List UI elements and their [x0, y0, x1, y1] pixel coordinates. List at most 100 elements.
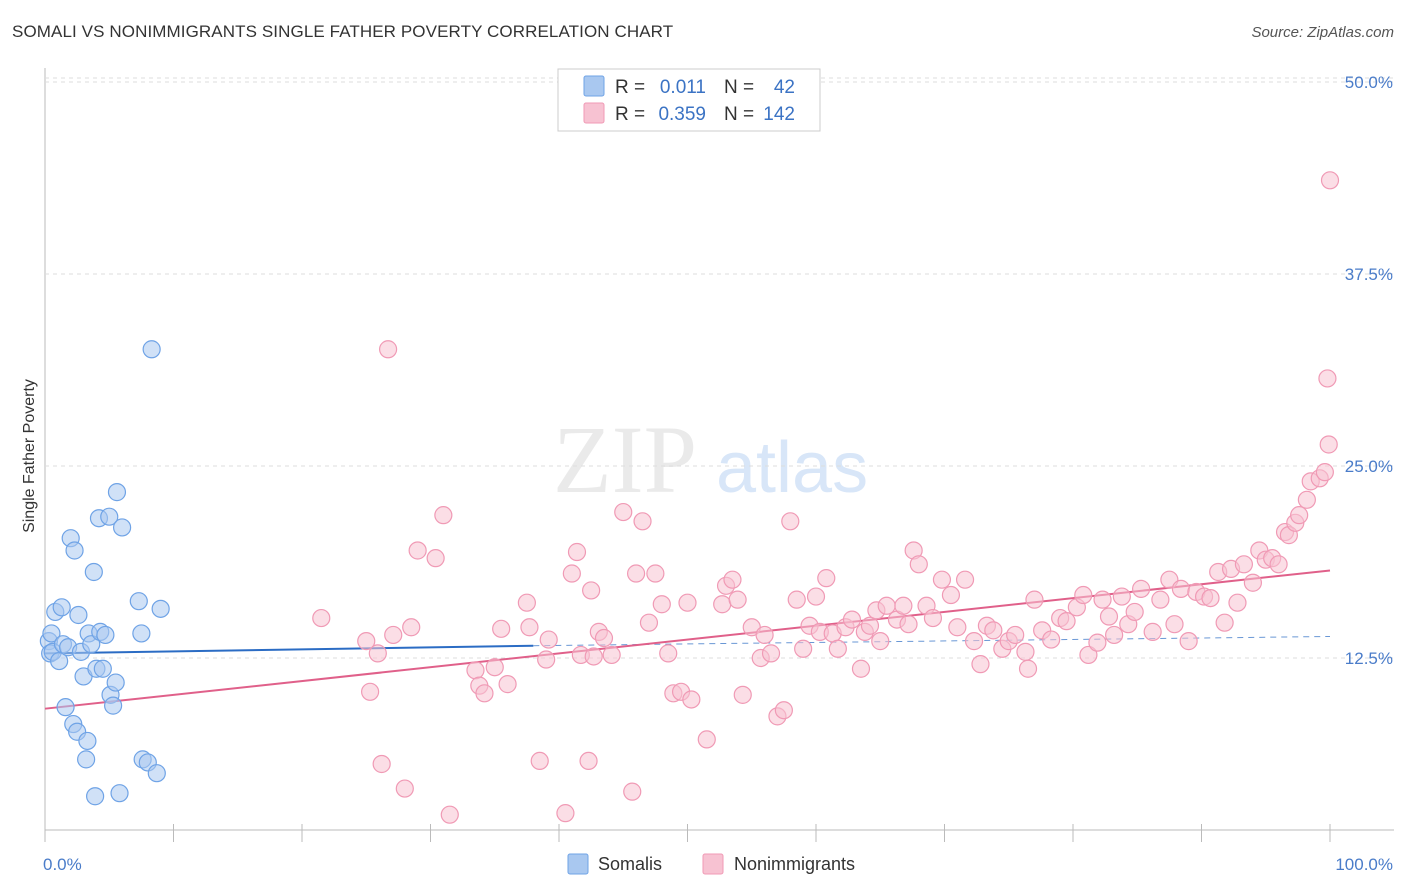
- point-nonimmigrants-37: [633, 512, 652, 531]
- point-nonimmigrants-25: [562, 564, 581, 583]
- legend-n-label-0: N =: [724, 77, 754, 98]
- point-nonimmigrants-15: [475, 684, 494, 703]
- point-nonimmigrants-7: [395, 779, 414, 798]
- stats-legend: R = 0.011 N = 42 R = 0.359 N = 142: [557, 68, 821, 132]
- point-nonimmigrants-82: [932, 570, 952, 589]
- point-nonimmigrants-4: [372, 754, 391, 774]
- y-axis-title: Single Father Poverty: [21, 379, 38, 533]
- x-ticks: [44, 824, 1331, 842]
- bottom-legend-somalis: Somalis: [598, 854, 662, 874]
- point-nonimmigrants-21: [530, 751, 549, 771]
- point-nonimmigrants-85: [955, 570, 975, 589]
- trend-line-somalis: [44, 644, 534, 655]
- point-somalis-22: [86, 787, 105, 806]
- point-nonimmigrants-20: [520, 618, 539, 637]
- point-nonimmigrants-105: [1099, 607, 1119, 626]
- point-nonimmigrants-47: [713, 595, 732, 614]
- point-somalis-14: [69, 605, 88, 625]
- point-somalis-41: [151, 599, 170, 618]
- point-nonimmigrants-57: [774, 701, 793, 720]
- point-somalis-20: [82, 635, 101, 654]
- point-nonimmigrants-68: [842, 610, 862, 629]
- legend-r-value-0: 0.011: [660, 77, 706, 98]
- point-nonimmigrants-34: [614, 502, 633, 522]
- point-nonimmigrants-138: [1320, 171, 1340, 190]
- point-nonimmigrants-8: [402, 618, 421, 637]
- legend-swatch-somalis: [583, 75, 605, 97]
- point-nonimmigrants-114: [1165, 615, 1184, 634]
- bottom-legend-nonimmigrants: Nonimmigrants: [734, 854, 855, 874]
- point-nonimmigrants-102: [1079, 645, 1098, 665]
- point-nonimmigrants-49: [723, 570, 742, 589]
- point-nonimmigrants-13: [466, 661, 485, 680]
- point-nonimmigrants-30: [584, 647, 603, 666]
- point-nonimmigrants-6: [384, 625, 403, 645]
- point-nonimmigrants-81: [923, 608, 943, 628]
- point-nonimmigrants-139: [1318, 369, 1337, 388]
- point-nonimmigrants-39: [646, 564, 665, 583]
- point-nonimmigrants-103: [1088, 633, 1107, 652]
- point-nonimmigrants-77: [899, 615, 918, 634]
- point-somalis-26: [93, 659, 112, 678]
- point-nonimmigrants-69: [851, 659, 871, 678]
- watermark-zip: ZIP: [553, 406, 697, 513]
- point-nonimmigrants-62: [806, 587, 826, 606]
- point-somalis-6: [52, 598, 71, 617]
- point-somalis-40: [147, 764, 166, 783]
- point-nonimmigrants-119: [1201, 588, 1220, 608]
- point-nonimmigrants-66: [828, 639, 847, 658]
- point-nonimmigrants-1: [357, 632, 376, 651]
- chart-title: SOMALI VS NONIMMIGRANTS SINGLE FATHER PO…: [12, 22, 674, 41]
- y-tick-label-1: 25.0%: [1345, 457, 1393, 476]
- point-somalis-33: [110, 784, 129, 803]
- point-nonimmigrants-45: [682, 690, 701, 709]
- legend-r-label-0: R =: [615, 77, 645, 98]
- point-nonimmigrants-109: [1125, 602, 1144, 622]
- point-nonimmigrants-51: [733, 685, 752, 704]
- point-nonimmigrants-28: [579, 751, 598, 771]
- point-nonimmigrants-125: [1243, 573, 1263, 592]
- trend-line-extension-somalis: [533, 635, 1331, 647]
- point-nonimmigrants-23: [539, 630, 558, 649]
- x-label-max: 100.0%: [1335, 855, 1393, 874]
- point-nonimmigrants-40: [652, 595, 671, 614]
- point-somalis-21: [84, 562, 103, 582]
- point-nonimmigrants-41: [659, 644, 678, 663]
- point-nonimmigrants-83: [941, 585, 961, 605]
- legend-r-value-1: 0.359: [658, 104, 706, 125]
- point-nonimmigrants-73: [871, 632, 890, 651]
- point-nonimmigrants-32: [594, 628, 614, 648]
- point-nonimmigrants-112: [1151, 590, 1170, 609]
- point-nonimmigrants-110: [1132, 579, 1151, 598]
- y-tick-label-2: 37.5%: [1345, 265, 1393, 284]
- point-nonimmigrants-137: [1315, 463, 1334, 482]
- point-nonimmigrants-95: [1025, 590, 1044, 609]
- point-nonimmigrants-104: [1093, 590, 1112, 609]
- point-somalis-17: [77, 750, 96, 769]
- point-somalis-18: [78, 731, 97, 751]
- y-tick-labels: 12.5% 25.0% 37.5% 50.0%: [1345, 73, 1393, 668]
- legend-r-label-1: R =: [615, 104, 645, 125]
- point-nonimmigrants-38: [639, 613, 659, 632]
- point-nonimmigrants-58: [781, 512, 800, 531]
- point-nonimmigrants-19: [517, 593, 536, 612]
- point-nonimmigrants-111: [1143, 622, 1162, 641]
- point-nonimmigrants-29: [582, 581, 601, 600]
- point-nonimmigrants-2: [361, 682, 380, 701]
- point-nonimmigrants-93: [1016, 642, 1035, 661]
- point-nonimmigrants-26: [567, 542, 587, 562]
- point-nonimmigrants-9: [408, 541, 427, 560]
- point-somalis-39: [142, 340, 161, 359]
- x-label-min: 0.0%: [43, 855, 82, 874]
- point-nonimmigrants-46: [697, 730, 716, 749]
- data-points: [39, 171, 1340, 824]
- point-nonimmigrants-134: [1297, 490, 1316, 509]
- point-nonimmigrants-121: [1215, 613, 1234, 632]
- point-nonimmigrants-129: [1269, 555, 1288, 574]
- point-nonimmigrants-54: [755, 625, 774, 645]
- point-nonimmigrants-12: [440, 805, 459, 824]
- point-nonimmigrants-17: [492, 619, 511, 638]
- point-nonimmigrants-44: [678, 593, 697, 612]
- point-somalis-32: [107, 483, 127, 502]
